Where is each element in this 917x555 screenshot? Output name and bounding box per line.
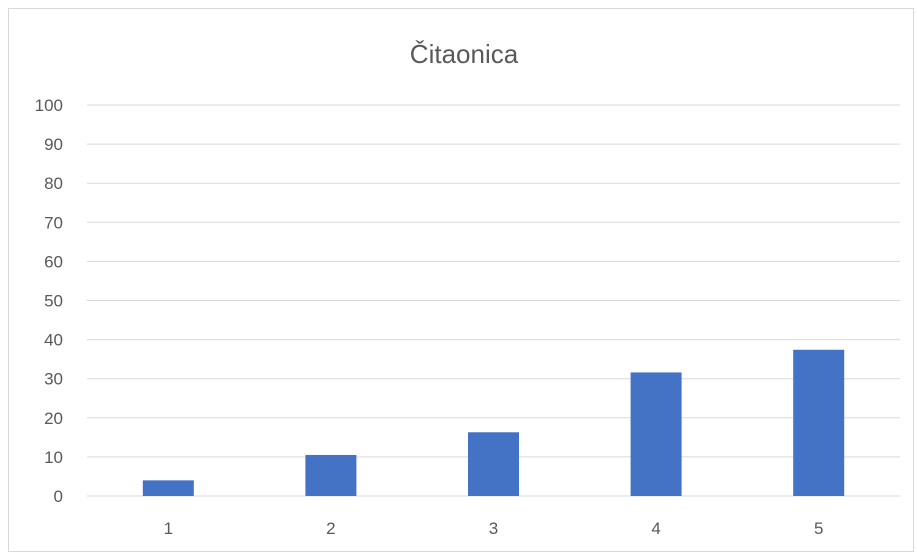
y-axis-ticks: 0 10 20 30 40 50 60 70 80 90 100 (35, 96, 63, 506)
chart-area (8, 8, 914, 552)
gridlines (87, 104, 900, 497)
y-tick-label: 70 (44, 213, 63, 232)
y-tick-label: 20 (44, 409, 63, 428)
y-tick-label: 60 (44, 252, 63, 271)
y-tick-label: 10 (44, 448, 63, 467)
y-tick-label: 100 (35, 96, 63, 115)
bar-5 (793, 349, 845, 496)
x-tick-label: 1 (164, 519, 173, 538)
y-tick-label: 50 (44, 292, 63, 311)
x-tick-label: 2 (326, 519, 335, 538)
y-tick-label: 90 (44, 135, 63, 154)
y-tick-label: 40 (44, 331, 63, 350)
x-tick-label: 5 (814, 519, 823, 538)
x-tick-label: 4 (651, 519, 660, 538)
y-tick-label: 80 (44, 174, 63, 193)
bar-4 (630, 372, 682, 496)
chart-title: Čitaonica (410, 39, 519, 69)
y-tick-label: 30 (44, 370, 63, 389)
bars (142, 349, 845, 496)
x-tick-label: 3 (489, 519, 498, 538)
y-tick-label: 0 (54, 487, 63, 506)
bar-2 (305, 454, 357, 496)
x-axis-ticks: 1 2 3 4 5 (164, 519, 824, 538)
bar-3 (468, 432, 519, 496)
bar-1 (142, 480, 194, 496)
